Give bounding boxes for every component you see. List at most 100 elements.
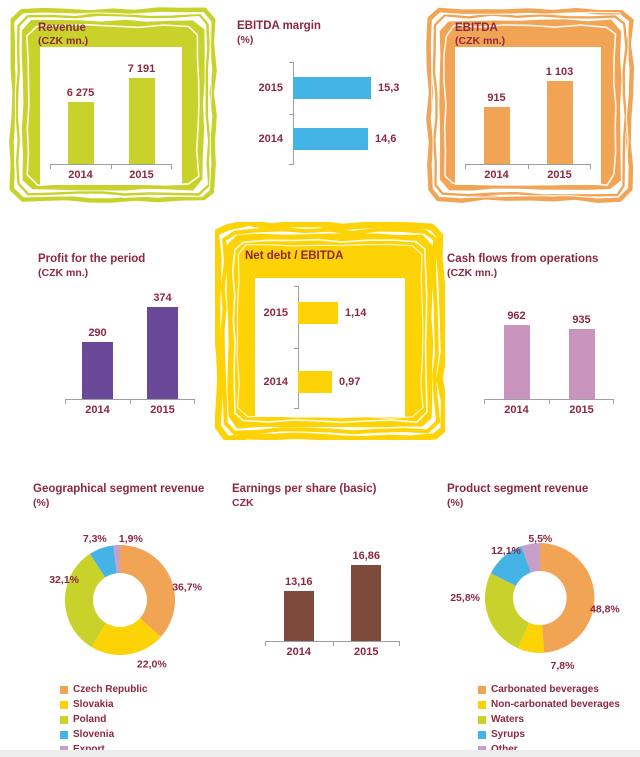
donut-slice xyxy=(120,545,176,637)
donut-percent-label: 1,9% xyxy=(119,533,144,545)
legend-item: Slovakia xyxy=(60,697,147,712)
category-label: 2014 xyxy=(263,376,288,389)
legend-swatch xyxy=(478,685,486,694)
legend-label: Poland xyxy=(73,714,107,725)
plot-area: 2015 15,3 2014 14,6 xyxy=(230,62,425,165)
donut-percent-label: 25,8% xyxy=(450,592,480,604)
donut-slice xyxy=(89,545,117,578)
ebitda-margin-chart: EBITDA margin (%) 2015 15,3 2014 14,6 xyxy=(230,14,430,184)
bars: 6 275 7 191 xyxy=(50,56,172,164)
product-segment-chart: Product segment revenue (%) 48,8% 7,8% 25,… xyxy=(440,476,640,756)
legend-label: Carbonated beverages xyxy=(491,684,599,695)
bar-chart-horizontal: 2015 15,3 2014 14,6 xyxy=(230,62,425,165)
plot-area: 2015 1,14 2014 0,97 xyxy=(255,278,405,417)
bar-chart: 6 275 7 191 2014 2015 xyxy=(40,47,182,185)
legend-swatch xyxy=(478,715,486,724)
frame-stroke xyxy=(14,12,212,198)
bars: 962 935 xyxy=(484,303,614,399)
donut-slice xyxy=(490,546,531,586)
donut-percent-label: 7,3% xyxy=(83,533,108,545)
x-axis xyxy=(465,164,591,169)
donut-percent-label: 22,0% xyxy=(137,658,167,670)
chart-subtitle: (CZK mn.) xyxy=(38,35,89,47)
frame-stroke xyxy=(432,13,628,197)
category-label: 2014 xyxy=(504,404,529,416)
bar-chart: 290 374 2014 2015 xyxy=(55,292,205,420)
chart-title: Revenue xyxy=(38,22,86,34)
x-axis xyxy=(50,164,172,169)
chart-title: Geographical segment revenue xyxy=(33,483,205,495)
chart-title: EBITDA xyxy=(455,22,498,34)
bar-chart-horizontal: 2015 1,14 2014 0,97 xyxy=(255,278,405,417)
cash-flows-chart: Cash flows from operations (CZK mn.) 962… xyxy=(442,246,637,426)
bars: 2015 15,3 2014 14,6 xyxy=(230,62,425,165)
bar xyxy=(503,325,530,399)
frame-stroke xyxy=(26,23,200,187)
plot-area: 13,16 16,86 2014 2015 xyxy=(255,536,410,662)
plot-area: 6 275 7 191 2014 2015 xyxy=(40,47,182,185)
donut-slice xyxy=(91,618,161,656)
donut-percent-label: 5,5% xyxy=(528,533,553,545)
bar-row: 2014 14,6 xyxy=(230,128,425,151)
category-label: 2015 xyxy=(263,306,288,319)
bar xyxy=(293,76,371,99)
bar-row: 2015 15,3 xyxy=(230,76,425,99)
donut-slice xyxy=(517,622,545,653)
profit-chart: Profit for the period (CZK mn.) 290 374 20… xyxy=(30,246,220,426)
bar-value-label: 1 103 xyxy=(545,66,574,78)
category-label: 2015 xyxy=(354,646,379,658)
frame-stroke xyxy=(220,227,441,435)
category-label: 2014 xyxy=(68,169,93,181)
bar-value-label: 6 275 xyxy=(66,87,95,99)
bar-column: 290 xyxy=(65,327,130,400)
category-label: 2015 xyxy=(150,404,175,416)
frame-stroke xyxy=(443,24,617,186)
bar xyxy=(568,329,595,399)
frame-stroke xyxy=(236,243,424,419)
bar xyxy=(147,307,178,400)
plot-area: 290 374 2014 2015 xyxy=(55,292,205,420)
y-axis xyxy=(289,62,294,165)
bar-value-label: 374 xyxy=(153,292,172,305)
net-debt-ebitda-chart: Net debt / EBITDA 2015 1,14 2014 0,97 xyxy=(215,222,445,440)
legend-label: Non-carbonated beverages xyxy=(491,699,620,710)
bar-chart: 13,16 16,86 2014 2015 xyxy=(255,536,410,662)
bar-value-label: 962 xyxy=(507,310,526,322)
bar-column: 374 xyxy=(130,292,195,400)
legend-swatch xyxy=(478,730,486,739)
donut-percent-label: 36,7% xyxy=(172,581,202,593)
bar xyxy=(283,591,314,641)
bar xyxy=(67,102,94,164)
frame-stroke xyxy=(231,238,428,424)
earnings-per-share-chart: Earnings per share (basic) CZK 13,16 16,8… xyxy=(225,476,430,666)
chart-subtitle: (%) xyxy=(447,497,464,509)
bar-value-label: 915 xyxy=(487,92,506,104)
bar-column: 1 103 xyxy=(528,66,591,164)
bars: 13,16 16,86 xyxy=(265,545,400,641)
legend-item: Slovenia xyxy=(60,727,147,742)
donut-slice xyxy=(484,573,530,649)
footer-strip xyxy=(0,750,640,757)
bar xyxy=(128,78,155,164)
category-label: 2014 xyxy=(286,646,311,658)
frame-stroke xyxy=(15,13,211,196)
legend-swatch xyxy=(60,685,68,694)
legend-item: Carbonated beverages xyxy=(478,682,620,697)
geographical-segment-chart: Geographical segment revenue (%) 36,7% 22… xyxy=(25,476,220,756)
bars: 290 374 xyxy=(65,292,195,400)
legend-item: Syrups xyxy=(478,727,620,742)
chart-title: Product segment revenue xyxy=(447,483,589,495)
bar xyxy=(298,371,332,394)
chart-subtitle: (CZK mn.) xyxy=(447,267,498,279)
plot-area: 915 1 103 2014 2015 xyxy=(455,47,601,185)
chart-subtitle: (%) xyxy=(33,497,50,509)
bar-column: 935 xyxy=(549,314,614,399)
category-labels: 2014 2015 xyxy=(484,404,614,416)
bar-chart: 962 935 2014 2015 xyxy=(474,302,624,420)
bar-column: 962 xyxy=(484,310,549,399)
bar-value-label: 935 xyxy=(572,314,591,326)
category-label: 2014 xyxy=(258,133,283,146)
bars: 915 1 103 xyxy=(465,58,591,164)
frame-stroke xyxy=(426,7,635,203)
